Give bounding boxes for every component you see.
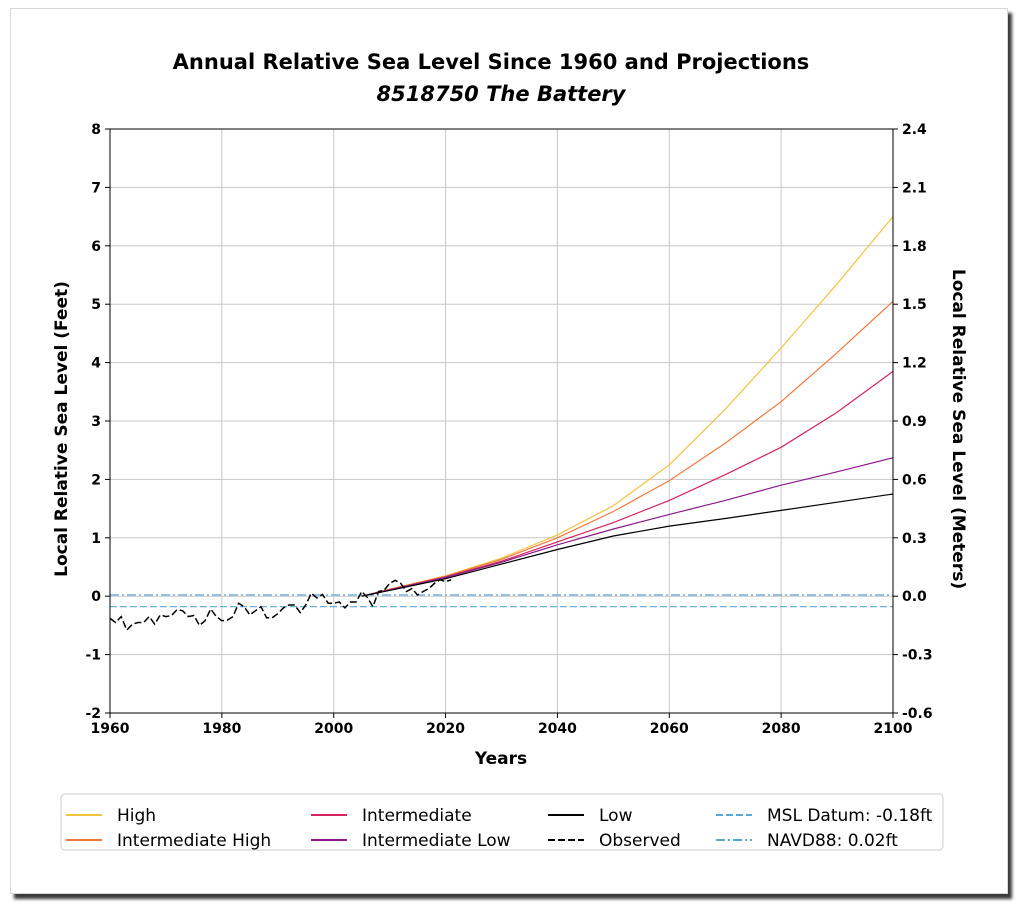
legend-label: Observed	[599, 831, 681, 851]
plot-area	[109, 128, 894, 714]
x-tick-label: 2000	[314, 721, 353, 737]
chart-subtitle: 8518750 The Battery	[377, 82, 627, 106]
legend-label: MSL Datum: -0.18ft	[767, 806, 933, 826]
y-tick-label: 4	[91, 356, 101, 372]
x-tick-label: 2100	[874, 721, 913, 737]
y-right-tick-label: -0.3	[902, 648, 933, 664]
sea-level-chart: Annual Relative Sea Level Since 1960 and…	[52, 50, 968, 851]
series-lines	[109, 216, 894, 632]
y-tick-label: 0	[91, 589, 101, 605]
y-tick-label: 5	[91, 297, 101, 313]
x-axis-ticks: 1960 1980 2000 2020 2040 2060 2080 2100	[91, 713, 913, 737]
y-tick-label: 6	[91, 239, 101, 255]
chart-title: Annual Relative Sea Level Since 1960 and…	[173, 50, 810, 74]
x-tick-label: 2060	[650, 721, 689, 737]
x-tick-label: 2080	[762, 721, 801, 737]
series-line-3	[361, 457, 894, 597]
series-line-1	[361, 300, 894, 597]
y-right-tick-label: 2.1	[902, 180, 927, 196]
x-tick-label: 2020	[426, 721, 465, 737]
y-right-tick-label: 0.9	[902, 414, 927, 430]
legend-label: Low	[599, 806, 633, 826]
y-right-tick-label: 1.8	[902, 239, 927, 255]
y-tick-label: 1	[91, 531, 101, 547]
y-right-tick-label: 1.5	[902, 297, 927, 313]
legend-label: Intermediate High	[117, 831, 271, 851]
y-tick-label: 8	[91, 122, 101, 138]
legend-label: Intermediate	[362, 806, 472, 826]
y-axis-label: Local Relative Sea Level (Feet)	[52, 281, 72, 577]
x-axis-label: Years	[474, 749, 527, 769]
legend-box	[60, 793, 944, 851]
grid	[109, 128, 894, 714]
y-right-tick-label: 0.3	[902, 531, 927, 547]
figure-frame: Annual Relative Sea Level Since 1960 and…	[10, 8, 1008, 894]
y-right-tick-label: 1.2	[902, 356, 927, 372]
y-right-tick-label: 0.0	[902, 589, 927, 605]
x-tick-label: 1980	[202, 721, 241, 737]
y-right-tick-label: -0.6	[902, 706, 933, 722]
y-right-tick-label: 2.4	[902, 122, 927, 138]
legend-label: High	[117, 806, 156, 826]
series-line-4	[361, 493, 894, 597]
y-axis-right-ticks: -0.6 -0.3 0.0 0.3 0.6 0.9 1.2 1.5 1.8 2.1 2.4	[893, 122, 933, 722]
x-tick-label: 2040	[538, 721, 577, 737]
legend: High Intermediate High Intermediate Interme…	[60, 793, 944, 851]
y-tick-label: 7	[91, 180, 101, 196]
y-axis-right-label: Local Relative Sea Level (Meters)	[948, 269, 968, 589]
y-tick-label: -1	[85, 648, 101, 664]
series-line-0	[361, 216, 894, 597]
y-tick-label: 3	[91, 414, 101, 430]
series-line-5	[109, 578, 452, 632]
y-tick-label: -2	[85, 706, 101, 722]
legend-label: NAVD88: 0.02ft	[767, 831, 898, 851]
x-tick-label: 1960	[91, 721, 130, 737]
y-tick-label: 2	[91, 472, 101, 488]
series-line-2	[361, 370, 894, 597]
y-axis-ticks: -2 -1 0 1 2 3 4 5 6 7 8	[85, 122, 110, 722]
y-right-tick-label: 0.6	[902, 472, 927, 488]
legend-label: Intermediate Low	[362, 831, 511, 851]
